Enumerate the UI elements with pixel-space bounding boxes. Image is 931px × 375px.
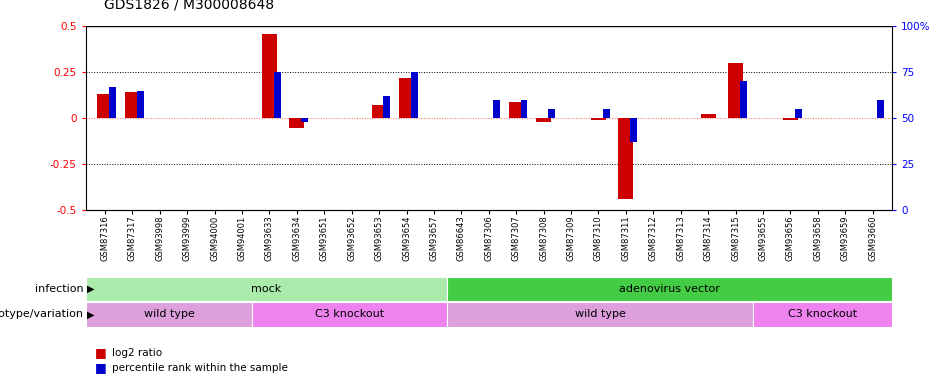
- Bar: [371, 105, 386, 118]
- Bar: [252, 302, 447, 327]
- Bar: [399, 78, 414, 118]
- Text: adenovirus vector: adenovirus vector: [619, 284, 720, 294]
- Bar: [740, 81, 747, 118]
- Text: GDS1826 / M300008648: GDS1826 / M300008648: [104, 0, 275, 11]
- Text: C3 knockout: C3 knockout: [788, 309, 857, 320]
- Text: infection: infection: [35, 284, 84, 294]
- Bar: [603, 109, 610, 118]
- Bar: [86, 277, 447, 301]
- Text: wild type: wild type: [143, 309, 195, 320]
- Text: percentile rank within the sample: percentile rank within the sample: [112, 363, 288, 373]
- Bar: [795, 109, 802, 118]
- Text: wild type: wild type: [574, 309, 626, 320]
- Bar: [630, 118, 637, 142]
- Bar: [753, 302, 892, 327]
- Bar: [591, 118, 606, 120]
- Bar: [701, 114, 716, 118]
- Bar: [548, 109, 555, 118]
- Text: ▶: ▶: [87, 284, 94, 294]
- Bar: [125, 92, 140, 118]
- Bar: [520, 100, 528, 118]
- Text: C3 knockout: C3 knockout: [316, 309, 385, 320]
- Text: log2 ratio: log2 ratio: [112, 348, 162, 358]
- Bar: [109, 87, 116, 118]
- Bar: [384, 96, 390, 118]
- Text: ■: ■: [95, 362, 107, 374]
- Bar: [262, 34, 277, 118]
- Text: ▶: ▶: [87, 309, 94, 320]
- Bar: [618, 118, 633, 199]
- Bar: [447, 277, 892, 301]
- Bar: [508, 102, 524, 118]
- Bar: [137, 91, 143, 118]
- Text: ■: ■: [95, 346, 107, 359]
- Bar: [98, 94, 113, 118]
- Bar: [783, 118, 798, 120]
- Bar: [290, 118, 304, 128]
- Bar: [274, 72, 280, 118]
- Bar: [302, 118, 308, 122]
- Bar: [536, 118, 551, 122]
- Text: mock: mock: [251, 284, 281, 294]
- Text: genotype/variation: genotype/variation: [0, 309, 84, 320]
- Bar: [493, 100, 500, 118]
- Bar: [447, 302, 753, 327]
- Bar: [411, 72, 418, 118]
- Bar: [86, 302, 252, 327]
- Bar: [877, 100, 884, 118]
- Bar: [728, 63, 743, 118]
